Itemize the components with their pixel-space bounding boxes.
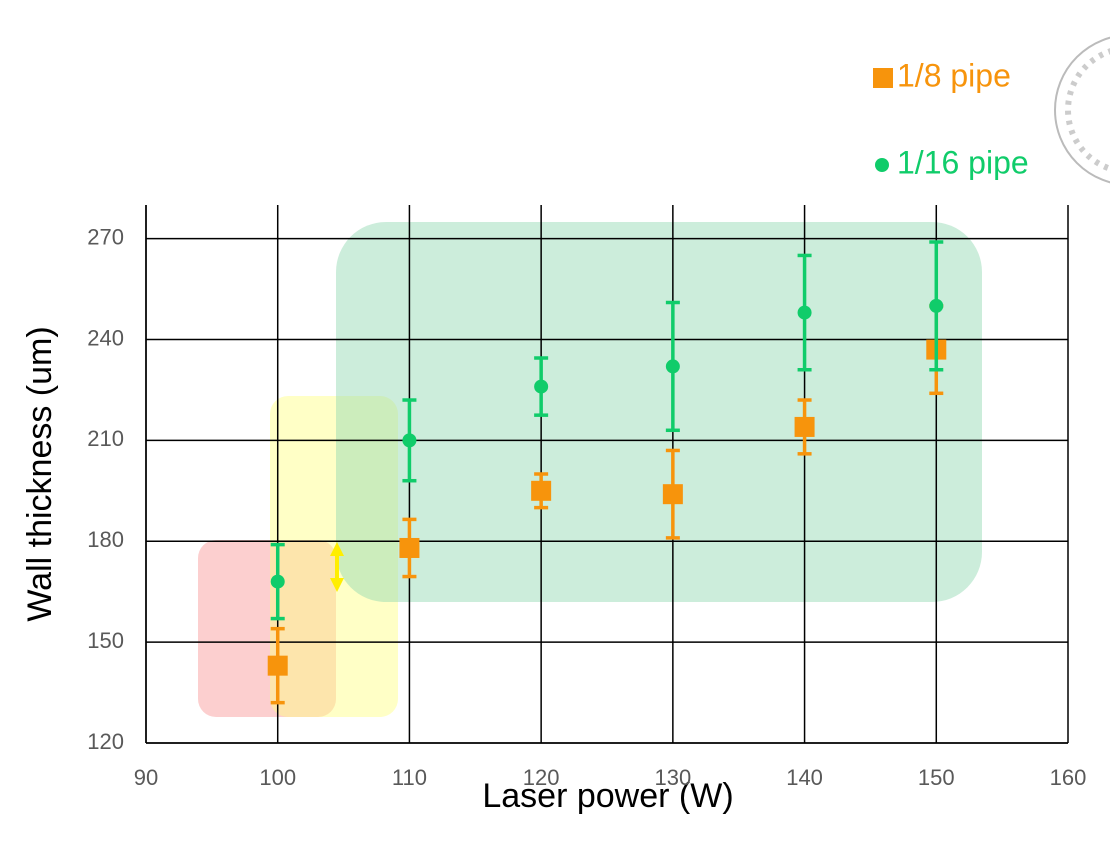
x-tick-label: 130 xyxy=(654,765,691,790)
y-tick-label: 210 xyxy=(87,426,124,451)
point xyxy=(666,359,680,373)
legend-marker xyxy=(875,158,889,172)
y-axis-label: Wall thickness (um) xyxy=(21,326,59,621)
point xyxy=(795,417,815,437)
y-tick-label: 150 xyxy=(87,628,124,653)
x-tick-label: 120 xyxy=(523,765,560,790)
point xyxy=(402,433,416,447)
region-green xyxy=(336,222,982,602)
x-tick-label: 140 xyxy=(786,765,823,790)
point xyxy=(271,575,285,589)
x-axis-label: Laser power (W) xyxy=(482,777,733,815)
x-tick-label: 160 xyxy=(1050,765,1087,790)
y-tick-label: 270 xyxy=(87,224,124,249)
x-tick-label: 150 xyxy=(918,765,955,790)
point xyxy=(663,484,683,504)
pipe-image-ring xyxy=(1068,48,1110,172)
y-tick-label: 240 xyxy=(87,325,124,350)
point xyxy=(534,380,548,394)
legend-marker xyxy=(873,68,893,88)
point xyxy=(399,538,419,558)
y-tick-label: 180 xyxy=(87,527,124,552)
x-tick-label: 110 xyxy=(392,765,427,790)
decoration xyxy=(198,35,1110,717)
chart: Laser power (W) Wall thickness (um) 120 1… xyxy=(0,0,1110,849)
page: Laser power (W) Wall thickness (um) 120 1… xyxy=(0,0,1110,849)
point xyxy=(929,299,943,313)
y-tick-label: 120 xyxy=(87,729,124,754)
legend-label: 1/16 pipe xyxy=(897,144,1029,180)
point xyxy=(268,656,288,676)
legend-label: 1/8 pipe xyxy=(897,57,1011,93)
x-tick-label: 100 xyxy=(259,765,296,790)
point xyxy=(531,481,551,501)
point xyxy=(798,306,812,320)
x-tick-label: 90 xyxy=(134,765,158,790)
